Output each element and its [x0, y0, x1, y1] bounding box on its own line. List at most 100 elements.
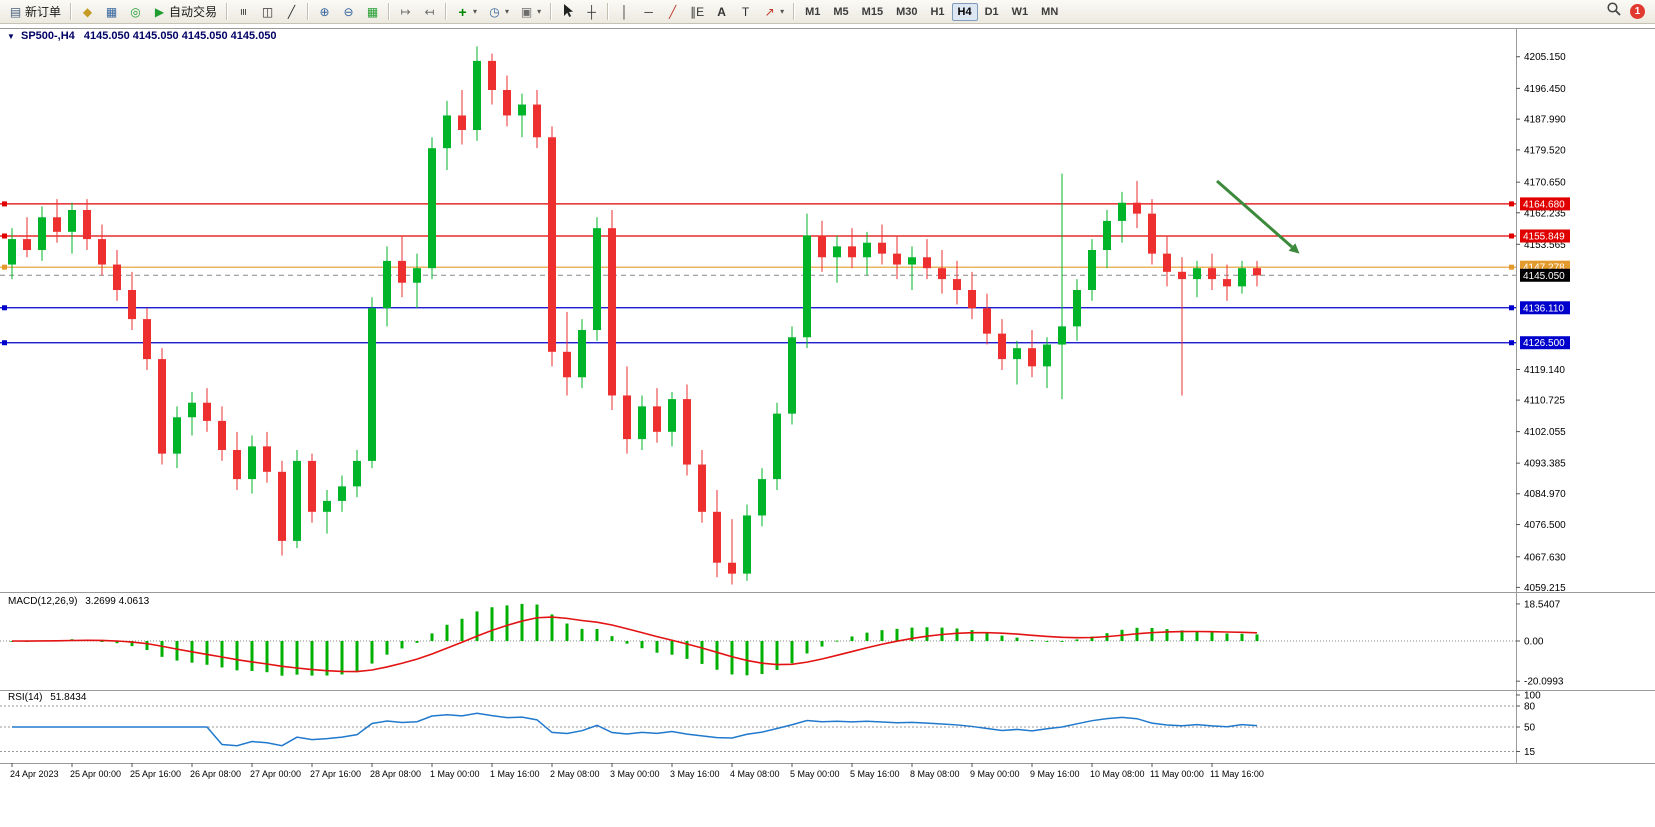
level-right-marker[interactable]	[1509, 233, 1514, 239]
auto-scroll-button[interactable]: ↦	[394, 1, 417, 23]
level-left-marker[interactable]	[2, 305, 7, 311]
price-tick-label: 4170.650	[1524, 178, 1566, 189]
candle-body	[1223, 279, 1231, 287]
macd-histogram-bar	[295, 641, 299, 675]
bar-chart-button[interactable]: ≡	[232, 1, 255, 23]
rsi-axis-label: 100	[1524, 691, 1541, 702]
profiles-icon: ◆	[82, 4, 93, 19]
level-left-marker[interactable]	[2, 340, 7, 346]
macd-histogram-bar	[205, 641, 209, 665]
macd-axis-label: 18.5407	[1524, 599, 1561, 610]
text-button[interactable]: A	[710, 1, 733, 23]
candlestick-icon: ◫	[261, 4, 274, 19]
macd-histogram-bar	[445, 624, 449, 641]
arrows-button[interactable]: ↗ ▾	[758, 1, 789, 23]
periods-button[interactable]: ◷ ▾	[483, 1, 514, 23]
zoom-in-icon: ⊕	[319, 4, 330, 19]
horizontal-line-icon: ─	[644, 4, 653, 19]
zoom-in-button[interactable]: ⊕	[313, 1, 336, 23]
macd-histogram-bar	[310, 641, 314, 676]
trendline-button[interactable]: ╱	[661, 1, 684, 23]
zoom-out-icon: ⊖	[343, 4, 354, 19]
candle-body	[383, 260, 391, 309]
cursor-button[interactable]	[556, 1, 579, 23]
candle-body	[1133, 202, 1141, 214]
candle-body	[443, 115, 451, 149]
candle-body	[638, 406, 646, 440]
macd-histogram-bar	[100, 641, 104, 642]
level-right-marker[interactable]	[1509, 305, 1514, 311]
macd-histogram-bar	[1015, 637, 1019, 641]
crosshair-button[interactable]: ┼	[580, 1, 603, 23]
macd-histogram-bar	[475, 611, 479, 641]
timeframe-m5[interactable]: M5	[833, 5, 849, 18]
candle-body	[653, 406, 661, 432]
macd-histogram-bar	[835, 640, 839, 642]
date-label: 11 May 16:00	[1210, 769, 1264, 779]
timeframe-d1[interactable]: D1	[984, 5, 999, 18]
candle-body	[773, 413, 781, 480]
timeframe-m1[interactable]: M1	[805, 5, 821, 18]
rsi-axis-label: 15	[1524, 747, 1536, 758]
timeframe-m15[interactable]: M15	[861, 5, 884, 18]
level-left-marker[interactable]	[2, 233, 7, 239]
candle-body	[818, 235, 826, 258]
candlestick-button[interactable]: ◫	[256, 1, 279, 23]
symbol-quotes: 4145.050 4145.050 4145.050 4145.050	[83, 30, 277, 42]
market-watch-button[interactable]: ▦	[100, 1, 123, 23]
macd-histogram-bar	[820, 641, 824, 647]
date-label: 28 Apr 08:00	[370, 769, 421, 779]
level-right-marker[interactable]	[1509, 264, 1514, 270]
search-icon[interactable]	[1606, 1, 1622, 22]
price-level-box	[1520, 301, 1570, 315]
date-label: 3 May 00:00	[610, 769, 660, 779]
trend-arrow-head	[1288, 243, 1300, 254]
level-right-marker[interactable]	[1509, 201, 1514, 207]
collapse-triangle-icon[interactable]: ▼	[7, 32, 15, 41]
macd-histogram-bar	[1060, 640, 1064, 642]
candle-body	[188, 402, 196, 418]
candle-body	[713, 511, 721, 563]
toolbar-separator	[793, 3, 796, 20]
notification-badge[interactable]: 1	[1630, 4, 1645, 19]
vertical-line-button[interactable]: │	[613, 1, 636, 23]
candle-body	[293, 460, 301, 541]
auto-trading-button[interactable]: ▶ 自动交易	[148, 1, 222, 23]
horizontal-line-button[interactable]: ─	[637, 1, 660, 23]
candle-body	[233, 450, 241, 480]
new-order-label: 新订单	[25, 5, 62, 19]
profiles-button[interactable]: ◆	[76, 1, 99, 23]
indicators-button[interactable]: + ▾	[451, 1, 482, 23]
timeframe-h1[interactable]: H1	[930, 5, 945, 18]
tile-windows-button[interactable]: ▦	[361, 1, 384, 23]
zoom-out-button[interactable]: ⊖	[337, 1, 360, 23]
timeframe-w1[interactable]: W1	[1011, 5, 1029, 18]
level-right-marker[interactable]	[1509, 340, 1514, 346]
navigator-button[interactable]: ◎	[124, 1, 147, 23]
level-left-marker[interactable]	[2, 201, 7, 207]
trend-arrow-annotation[interactable]	[1216, 179, 1293, 249]
line-chart-button[interactable]: ╱	[280, 1, 303, 23]
chart-shift-button[interactable]: ↤	[418, 1, 441, 23]
macd-histogram-bar	[145, 641, 149, 650]
candle-body	[203, 402, 211, 421]
chevron-down-icon: ▾	[473, 7, 478, 16]
candle-body	[1013, 348, 1021, 360]
macd-histogram-bar	[865, 632, 869, 641]
candle-body	[743, 515, 751, 574]
candle-body	[1118, 202, 1126, 221]
candle-body	[623, 395, 631, 440]
candle-body	[1193, 268, 1201, 280]
timeframe-mn[interactable]: MN	[1041, 5, 1059, 18]
timeframe-h4[interactable]: H4	[951, 2, 978, 21]
templates-button[interactable]: ▣ ▾	[515, 1, 546, 23]
new-order-button[interactable]: ▤ 新订单	[4, 1, 66, 23]
text-label-button[interactable]: T	[734, 1, 757, 23]
date-label: 5 May 16:00	[850, 769, 900, 779]
timeframe-m30[interactable]: M30	[896, 5, 918, 18]
level-left-marker[interactable]	[2, 264, 7, 270]
candle-body	[833, 246, 841, 258]
equidistant-channel-button[interactable]: ∥E	[685, 1, 709, 23]
candle-body	[593, 228, 601, 330]
